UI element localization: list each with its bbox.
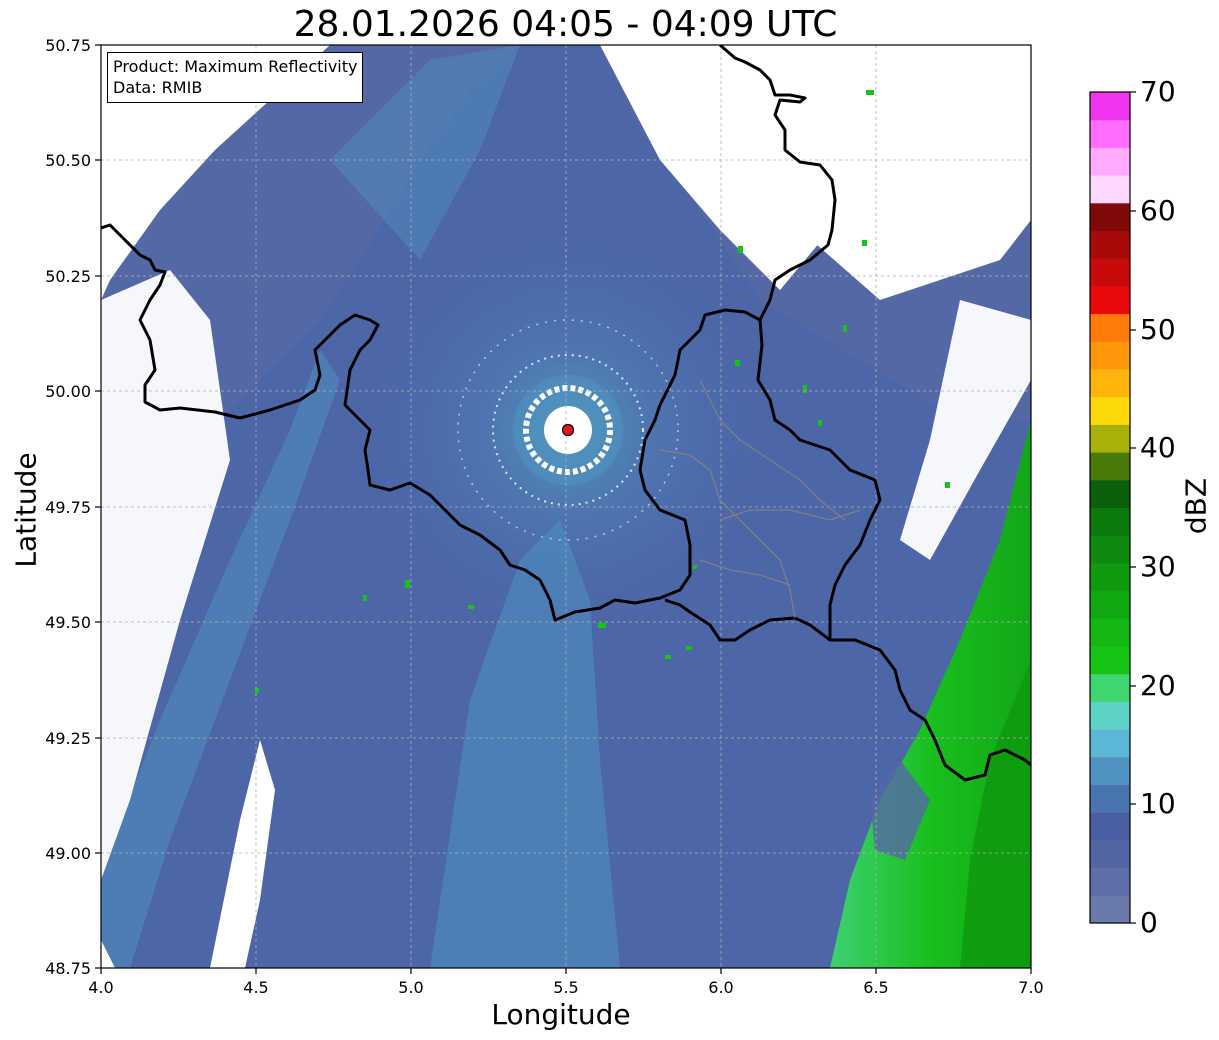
lat-tick-label: 50.25 bbox=[45, 267, 91, 286]
colorbar-segment bbox=[1090, 147, 1130, 176]
lon-tick-label: 4.0 bbox=[88, 978, 114, 997]
lon-tick-label: 6.0 bbox=[708, 978, 734, 997]
colorbar-segment bbox=[1090, 673, 1130, 702]
colorbar-tick-label: 0 bbox=[1140, 906, 1158, 939]
lat-tick-label: 49.00 bbox=[45, 844, 91, 863]
product-label: Product: Maximum Reflectivity bbox=[113, 57, 358, 76]
colorbar bbox=[1090, 92, 1130, 924]
lon-tick-label: 7.0 bbox=[1018, 978, 1044, 997]
lat-tick-label: 49.25 bbox=[45, 729, 91, 748]
border-germany-france bbox=[830, 638, 1031, 782]
colorbar-segment bbox=[1090, 92, 1130, 121]
colorbar-tick-label: 60 bbox=[1140, 194, 1176, 227]
colorbar-segment bbox=[1090, 341, 1130, 370]
colorbar-tick-label: 50 bbox=[1140, 313, 1176, 346]
colorbar-segment bbox=[1090, 646, 1130, 675]
colorbar-segment bbox=[1090, 507, 1130, 536]
colorbar-segment bbox=[1090, 313, 1130, 342]
lon-tick-label: 6.5 bbox=[863, 978, 889, 997]
lat-tick-label: 48.75 bbox=[45, 959, 91, 978]
colorbar-tick-label: 30 bbox=[1140, 550, 1176, 583]
lat-tick-label: 49.75 bbox=[45, 498, 91, 517]
lon-tick-label: 4.5 bbox=[243, 978, 269, 997]
colorbar-tick-label: 20 bbox=[1140, 669, 1176, 702]
colorbar-segment bbox=[1090, 285, 1130, 315]
colorbar-segment bbox=[1090, 424, 1130, 453]
colorbar-segment bbox=[1090, 618, 1130, 647]
map-title: 28.01.2026 04:05 - 04:09 UTC bbox=[293, 4, 838, 45]
colorbar-label: dBZ bbox=[1179, 477, 1213, 535]
lat-tick-label: 50.50 bbox=[45, 151, 91, 170]
lon-tick-label: 5.5 bbox=[553, 978, 579, 997]
radar-image bbox=[101, 45, 1031, 968]
colorbar-segment bbox=[1090, 895, 1130, 924]
colorbar-segment bbox=[1090, 258, 1130, 287]
colorbar-tick-label: 40 bbox=[1140, 431, 1176, 464]
lat-tick-label: 49.50 bbox=[45, 613, 91, 632]
colorbar-segment bbox=[1090, 479, 1130, 508]
colorbar-segment bbox=[1090, 590, 1130, 619]
colorbar-segment bbox=[1090, 535, 1130, 564]
border-belgium-france-west bbox=[101, 45, 837, 622]
colorbar-segment bbox=[1090, 202, 1130, 231]
border-luxembourg bbox=[664, 319, 882, 642]
colorbar-segment bbox=[1090, 867, 1130, 896]
colorbar-segment bbox=[1090, 562, 1130, 592]
axis-ticks bbox=[95, 44, 1032, 974]
colorbar-tick-label: 70 bbox=[1140, 75, 1176, 108]
clear-area-northeast bbox=[600, 45, 830, 290]
colorbar-segment bbox=[1090, 839, 1130, 869]
colorbar-segment bbox=[1090, 756, 1130, 785]
colorbar-segment bbox=[1090, 784, 1130, 813]
colorbar-segment bbox=[1090, 230, 1130, 259]
colorbar-tick-label: 10 bbox=[1140, 787, 1176, 820]
colorbar-segment bbox=[1090, 369, 1130, 398]
lat-tick-label: 50.75 bbox=[45, 36, 91, 55]
country-borders bbox=[101, 45, 1031, 782]
clear-area-northwest bbox=[101, 45, 330, 300]
colorbar-segment bbox=[1090, 119, 1130, 148]
colorbar-frame bbox=[1089, 91, 1131, 924]
radar-site-marker bbox=[561, 423, 575, 437]
colorbar-segment bbox=[1090, 812, 1130, 841]
data-source-label: Data: RMIB bbox=[113, 78, 203, 97]
colorbar-segment bbox=[1090, 175, 1130, 204]
info-box: Product: Maximum Reflectivity Data: RMIB bbox=[107, 52, 364, 103]
colorbar-segment bbox=[1090, 396, 1130, 425]
province-boundaries bbox=[659, 379, 861, 619]
colorbar-segment bbox=[1090, 729, 1130, 758]
lat-tick-label: 50.00 bbox=[45, 382, 91, 401]
map-grid bbox=[101, 45, 1031, 968]
y-axis-label: Latitude bbox=[9, 452, 43, 568]
colorbar-segment bbox=[1090, 452, 1130, 481]
lon-tick-label: 5.0 bbox=[398, 978, 424, 997]
colorbar-segment bbox=[1090, 701, 1130, 730]
x-axis-label: Longitude bbox=[491, 998, 631, 1031]
